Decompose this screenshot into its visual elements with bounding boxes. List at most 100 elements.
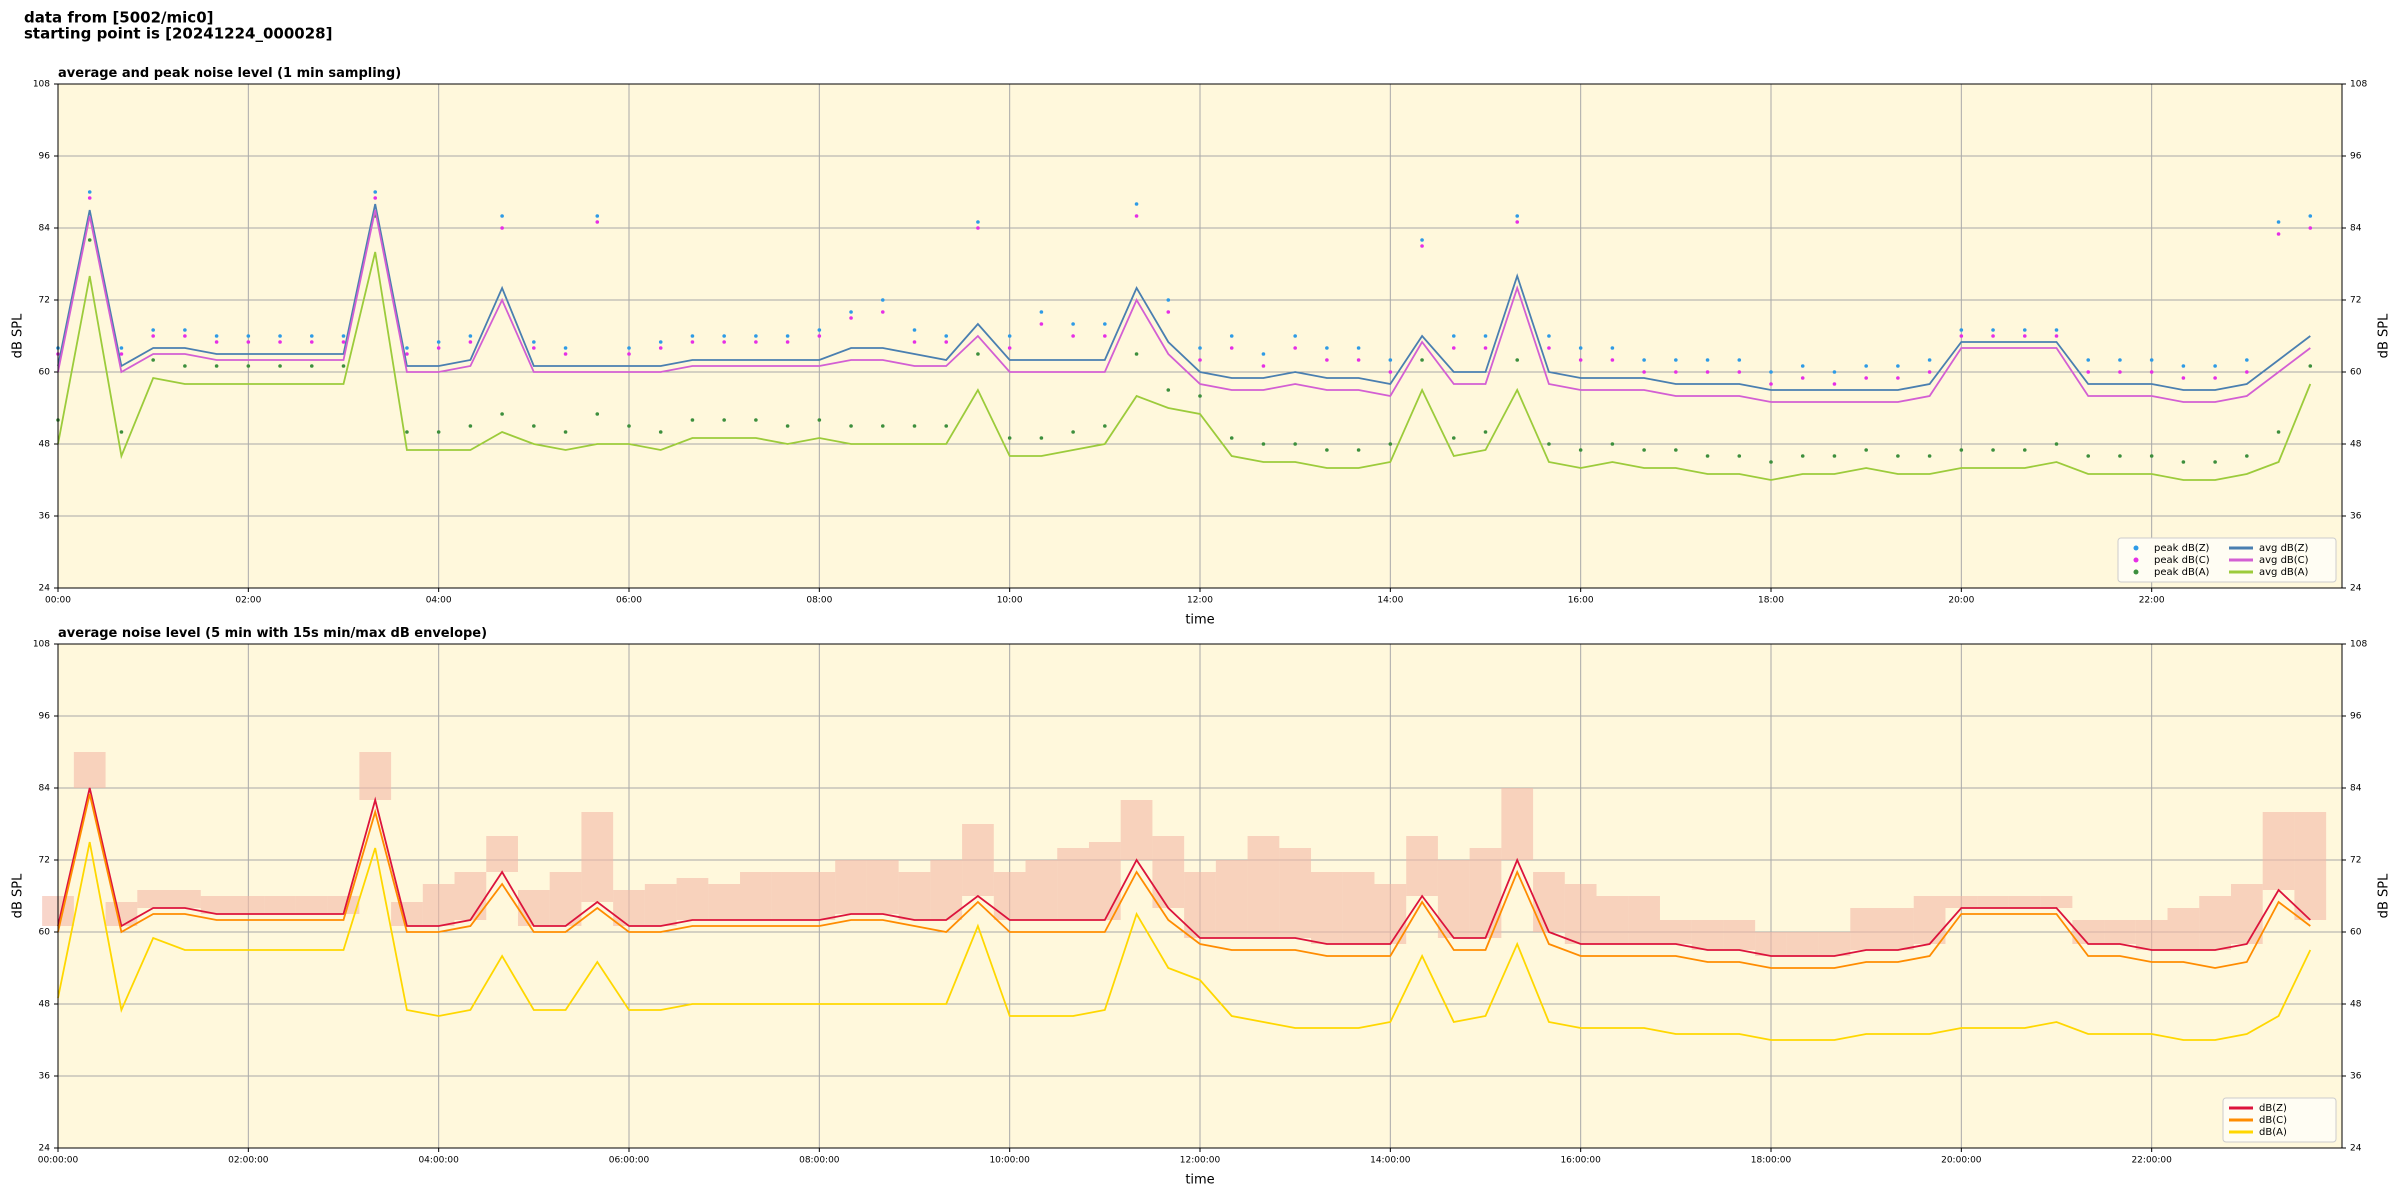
y-tick-label: 96 — [39, 152, 51, 162]
legend-label: dB(C) — [2259, 1115, 2287, 1126]
peak-dot — [214, 364, 219, 368]
peak-dot — [532, 424, 536, 428]
peak-dot — [1705, 358, 1710, 362]
envelope-band — [391, 902, 423, 926]
peak-dot — [2149, 358, 2154, 362]
envelope-band — [2230, 884, 2263, 944]
peak-dot — [1451, 334, 1456, 338]
peak-dot — [1832, 454, 1837, 458]
y-tick-label: 72 — [39, 296, 50, 306]
peak-dot — [2276, 232, 2281, 236]
peak-dot — [1896, 454, 1900, 458]
peak-dot — [1927, 454, 1932, 458]
x-tick-label: 08:00:00 — [799, 1156, 840, 1166]
x-tick-label: 16:00:00 — [1560, 1156, 1601, 1166]
envelope-band — [2199, 896, 2231, 950]
series-line — [57, 251, 2312, 481]
peak-dot — [1198, 346, 1202, 350]
y-tick-label-right: 84 — [2350, 784, 2362, 794]
envelope-band — [2040, 896, 2073, 908]
peak-dot — [817, 328, 822, 332]
peak-dot — [1229, 436, 1234, 440]
peak-dot — [1737, 454, 1742, 458]
peak-dot — [373, 190, 378, 194]
peak-dot — [1642, 358, 1646, 362]
y-axis-label-right: dB SPL — [2377, 873, 2392, 918]
envelope-band — [962, 824, 994, 896]
peak-dot — [880, 298, 885, 302]
peak-dot — [87, 190, 92, 194]
peak-dot — [1007, 346, 1012, 350]
peak-dot — [1674, 370, 1678, 374]
peak-dot — [1261, 442, 1266, 446]
y-tick-label-right: 48 — [2350, 440, 2362, 450]
peak-dot — [1864, 448, 1868, 452]
peak-dot — [1420, 358, 1424, 362]
peak-dot — [690, 334, 695, 338]
envelope-band — [1596, 896, 1629, 944]
y-tick-label-right: 84 — [2350, 224, 2362, 234]
envelope-band — [1342, 872, 1375, 944]
envelope-band — [1152, 836, 1185, 908]
y-tick-label: 48 — [39, 1000, 51, 1010]
series-line — [57, 787, 2311, 957]
peak-dot — [1547, 346, 1551, 350]
peak-dot — [976, 226, 980, 230]
legend-label: dB(A) — [2259, 1127, 2287, 1138]
y-axis-label: dB SPL — [11, 313, 26, 358]
peak-dot — [278, 334, 282, 338]
envelope-band — [1437, 860, 1470, 938]
peak-dot — [849, 310, 853, 314]
x-tick-label: 18:00:00 — [1751, 1156, 1792, 1166]
peak-dot — [2086, 370, 2091, 374]
y-axis-label-right: dB SPL — [2377, 313, 2392, 358]
peak-dot — [1642, 448, 1646, 452]
envelope-band — [327, 896, 360, 914]
peak-dot — [500, 412, 504, 416]
peak-dot — [2308, 214, 2313, 218]
envelope-band — [105, 902, 138, 926]
x-tick-label: 06:00 — [616, 596, 642, 606]
peak-dot — [2022, 328, 2027, 332]
envelope-band — [676, 878, 709, 920]
y-tick-label-right: 108 — [2350, 80, 2367, 90]
envelope-band — [613, 890, 645, 926]
legend-label: avg dB(C) — [2259, 555, 2309, 566]
y-tick-label: 60 — [39, 368, 51, 378]
envelope-band — [581, 812, 614, 902]
envelope-band — [898, 872, 931, 920]
header-line: data from [5002/mic0] — [24, 9, 214, 27]
peak-dot — [1959, 334, 1964, 338]
legend-box — [2117, 537, 2337, 583]
peak-dot — [2022, 334, 2027, 338]
peak-dot — [341, 364, 346, 368]
x-tick-label: 14:00:00 — [1370, 1156, 1411, 1166]
envelope-band — [1247, 836, 1280, 938]
peak-dot — [1515, 358, 1520, 362]
envelope-band — [740, 872, 772, 920]
peak-dot — [405, 430, 409, 434]
peak-dot — [1896, 364, 1900, 368]
y-tick-label: 96 — [39, 712, 51, 722]
peak-dot — [2213, 376, 2217, 380]
peak-dot — [468, 340, 473, 344]
peak-dot — [2054, 334, 2059, 338]
envelope-band — [1818, 932, 1851, 956]
chart-title: average noise level (5 min with 15s min/… — [58, 626, 487, 641]
peak-dot — [1134, 202, 1139, 206]
peak-dot — [785, 424, 790, 428]
peak-dot — [785, 334, 790, 338]
peak-dot — [405, 352, 409, 356]
envelope-band — [2294, 812, 2327, 920]
x-tick-label: 10:00 — [997, 596, 1023, 606]
y-tick-label: 108 — [33, 80, 50, 90]
y-tick-label-right: 24 — [2350, 1144, 2362, 1154]
envelope-band — [1406, 836, 1438, 896]
peak-dot — [1325, 346, 1329, 350]
peak-dot — [1356, 448, 1361, 452]
peak-dot — [595, 412, 600, 416]
peak-dot — [880, 424, 885, 428]
peak-dot — [563, 352, 568, 356]
peak-dot — [1737, 358, 1742, 362]
y-tick-label: 84 — [39, 784, 51, 794]
